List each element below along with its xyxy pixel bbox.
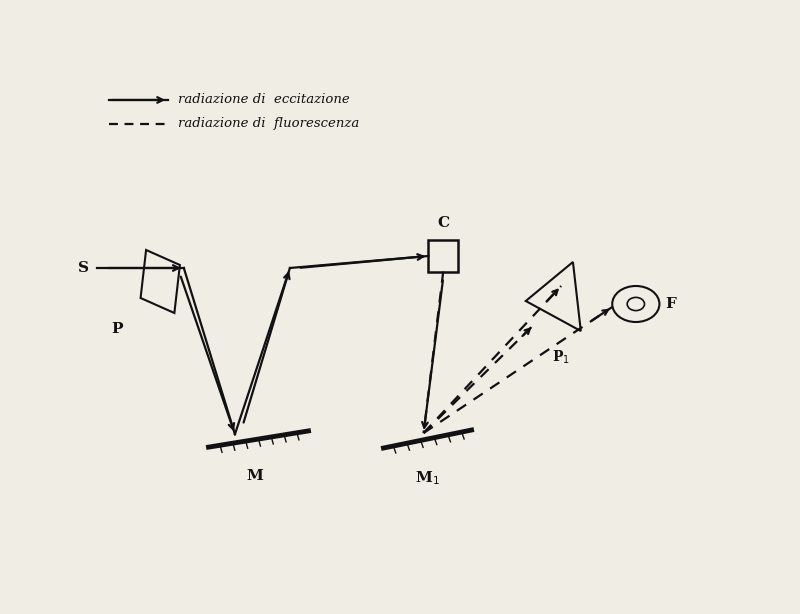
Text: radiazione di  fluorescenza: radiazione di fluorescenza: [178, 117, 358, 130]
Text: F: F: [666, 297, 677, 311]
Text: C: C: [437, 216, 450, 230]
Text: S: S: [78, 261, 90, 275]
Text: P$_1$: P$_1$: [552, 349, 570, 367]
Bar: [428, 241, 458, 271]
Text: P: P: [111, 322, 122, 336]
Text: radiazione di  eccitazione: radiazione di eccitazione: [178, 93, 350, 106]
Text: M: M: [246, 469, 263, 483]
Text: M$_1$: M$_1$: [415, 469, 440, 487]
